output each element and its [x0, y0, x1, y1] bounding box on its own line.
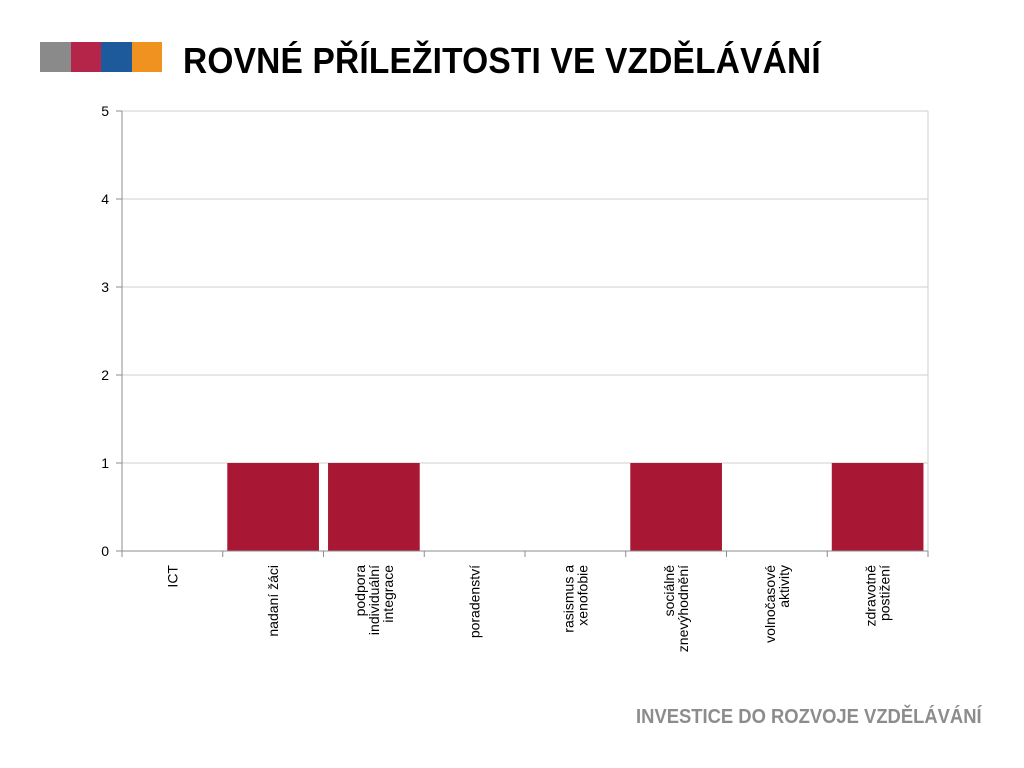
x-category-label-line: postižení: [877, 565, 893, 621]
x-category-label-line: ICT: [164, 565, 180, 588]
logo-block-orange: [131, 42, 162, 72]
slide-title: ROVNÉ PŘÍLEŽITOSTI VE VZDĚLÁVÁNÍ: [183, 40, 821, 81]
bar-chart: 0 1 2 3 4 5 ICT nadaní žáci podporaindividuálníi…: [101, 103, 929, 652]
y-tick-label: 2: [101, 367, 109, 383]
bar-layer: [227, 463, 924, 551]
x-category-label: nadaní žáci: [265, 565, 281, 637]
bar: [227, 463, 319, 551]
x-category-label-line: zdravotně: [863, 565, 879, 627]
x-category-label-line: nadaní žáci: [265, 565, 281, 637]
axis-layer: [116, 110, 929, 557]
logo-color-blocks: [40, 42, 162, 72]
x-category-label-line: xenofobie: [574, 565, 590, 626]
y-tick-label: 1: [101, 455, 109, 471]
x-category-label-line: individuální: [366, 565, 382, 635]
x-category-label-line: rasismus a: [560, 565, 576, 633]
y-tick-label: 0: [101, 543, 109, 559]
logo-block-red: [70, 42, 101, 72]
y-tick-label: 3: [101, 279, 109, 295]
label-layer: 0 1 2 3 4 5 ICT nadaní žáci podporaindividuálníi…: [101, 103, 892, 652]
bar: [630, 463, 722, 551]
footer-text: INVESTICE DO ROZVOJE VZDĚLÁVÁNÍ: [636, 706, 982, 728]
logo-block-gray: [40, 42, 71, 72]
x-category-label-line: volnočasové: [762, 565, 778, 643]
y-tick-label: 5: [101, 103, 109, 119]
logo-block-blue: [101, 42, 132, 72]
x-category-label-line: poradenství: [467, 565, 483, 638]
bar: [328, 463, 420, 551]
x-category-label-line: aktivity: [776, 565, 792, 608]
x-category-label-line: integrace: [380, 565, 396, 623]
x-category-label: poradenství: [467, 565, 483, 638]
x-category-label: ICT: [164, 565, 180, 588]
x-category-label-line: podpora: [352, 565, 368, 617]
bar: [831, 463, 924, 551]
x-category-label-line: znevýhodnění: [675, 565, 691, 652]
x-category-label-line: sociálně: [661, 565, 677, 617]
y-tick-label: 4: [101, 191, 109, 207]
